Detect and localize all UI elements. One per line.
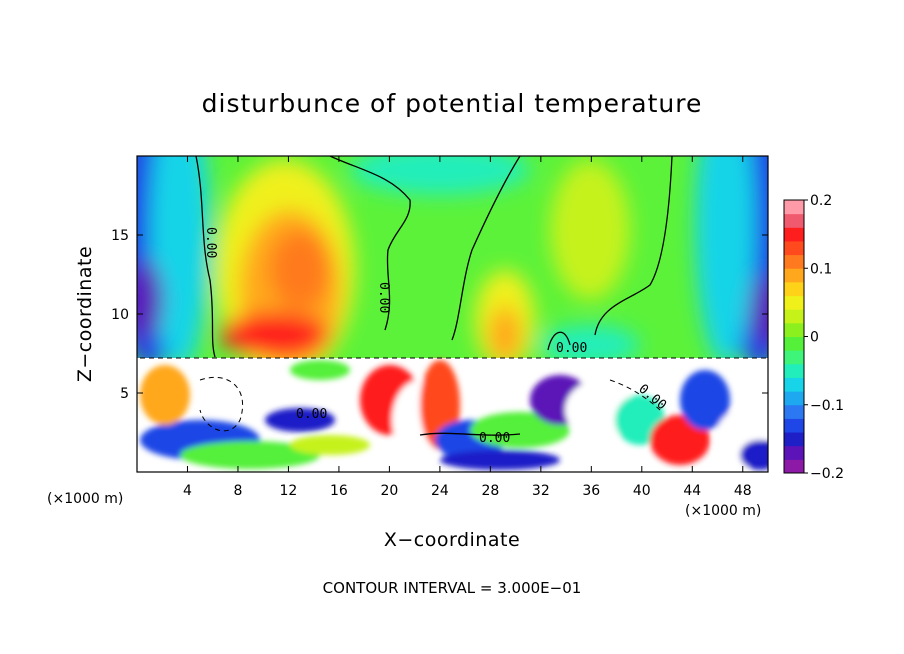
colorbar-swatch	[784, 418, 804, 433]
x-unit-label-right: (×1000 m)	[685, 503, 761, 519]
x-tick-label: 28	[481, 483, 499, 499]
x-tick-label: 32	[532, 483, 550, 499]
x-tick-label: 8	[233, 483, 242, 499]
colorbar	[784, 200, 804, 474]
colorbar-swatch	[784, 445, 804, 460]
colorbar-swatch	[784, 459, 804, 474]
x-tick-label: 24	[431, 483, 449, 499]
contour-interval-note: CONTOUR INTERVAL = 3.000E−01	[323, 579, 582, 597]
colorbar-swatch	[784, 336, 804, 351]
colorbar-swatch	[784, 268, 804, 283]
y-tick-label: 10	[111, 307, 129, 323]
colorbar-swatch	[784, 322, 804, 337]
colorbar-swatch	[784, 350, 804, 365]
y-tick-label: 15	[111, 228, 129, 244]
contour-label-1: 0.00	[376, 282, 391, 313]
contour-lines-negative	[140, 357, 768, 432]
y-axis-label: Z−coordinate	[74, 246, 96, 382]
colorbar-tick-label: 0.2	[810, 193, 832, 209]
x-tick-label: 40	[633, 483, 651, 499]
colorbar-swatch	[784, 295, 804, 310]
colorbar-swatch	[784, 432, 804, 447]
x-tick-label: 4	[183, 483, 192, 499]
colorbar-swatch	[784, 254, 804, 269]
x-axis-label: X−coordinate	[384, 529, 520, 551]
y-tick-label: 5	[120, 386, 129, 402]
x-tick-label: 16	[330, 483, 348, 499]
contour-label-2: 0.00	[479, 431, 510, 446]
colorbar-swatch	[784, 377, 804, 392]
contour-label-3: 0.00	[296, 407, 327, 422]
x-tick-label: 20	[380, 483, 398, 499]
colorbar-swatch	[784, 213, 804, 228]
colorbar-swatch	[784, 240, 804, 256]
colorbar-tick-label: 0	[810, 330, 819, 346]
colorbar-swatch	[784, 227, 804, 242]
colorbar-swatch	[784, 363, 804, 378]
x-tick-label: 48	[734, 483, 752, 499]
colorbar-swatch	[784, 281, 804, 297]
colorbar-swatch	[784, 200, 804, 215]
colorbar-tick-label: −0.1	[810, 398, 844, 414]
contour-lines	[195, 156, 673, 436]
x-axis-ticks: 4 8 12 16 20 24 28 32 36 40 44 48	[183, 156, 752, 499]
x-unit-label-left: (×1000 m)	[47, 491, 123, 507]
contour-label-5: 0.00	[556, 341, 587, 356]
y-axis-ticks: 5 10 15	[111, 228, 768, 402]
upper-layer-features	[137, 156, 768, 380]
x-tick-label: 12	[280, 483, 298, 499]
heatmap-field	[137, 156, 768, 472]
chart-title: disturbunce of potential temperature	[202, 89, 703, 118]
colorbar-swatch	[784, 309, 804, 324]
colorbar-swatch	[784, 404, 804, 419]
colorbar-tick-label: 0.1	[810, 261, 832, 277]
x-tick-label: 36	[582, 483, 600, 499]
x-tick-label: 44	[683, 483, 701, 499]
contour-label-0: 0.00	[203, 227, 218, 258]
colorbar-tick-label: −0.2	[810, 466, 844, 482]
colorbar-ticks: 0.2 0.1 0 −0.1 −0.2	[804, 193, 844, 482]
colorbar-swatch	[784, 391, 804, 406]
lower-layer-features	[140, 360, 768, 470]
